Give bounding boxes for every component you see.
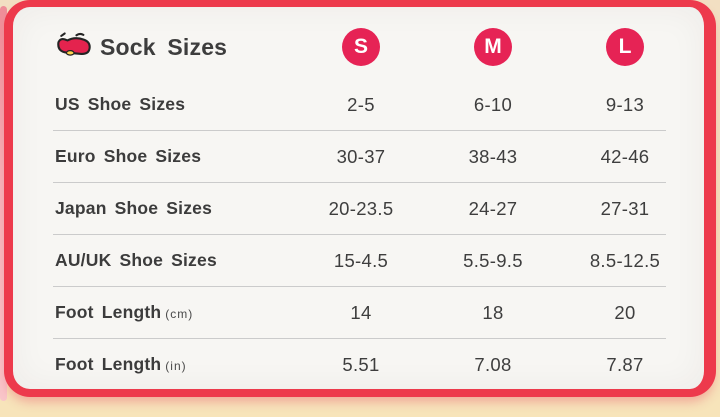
cell-value: 38-43 [468,145,518,167]
row-label: US Shoe Sizes [55,94,186,114]
size-badge-s: S [342,28,380,66]
row-divider [53,234,666,235]
table-header-row: Sock Sizes S M L [13,15,704,79]
size-badge-m: M [474,28,512,66]
cell-value: 24-27 [468,197,518,219]
table-row-euro: Euro Shoe Sizes 30-37 38-43 42-46 [13,131,704,182]
card-title: Sock Sizes [100,33,228,60]
row-label: Euro Shoe Sizes [55,146,202,166]
row-divider [53,286,666,287]
cell-value: 8.5-12.5 [589,249,661,271]
size-column-s: S [295,28,427,66]
row-divider [53,182,666,183]
cell-value: 27-31 [600,197,650,219]
brand-header: Sock Sizes [55,32,295,62]
table-row-foot-in: Foot Length (in) 5.51 7.08 7.87 [13,339,704,390]
cell-value: 20-23.5 [328,197,394,219]
row-divider [53,130,666,131]
cell-value: 20 [614,301,636,323]
size-badge-l: L [606,28,644,66]
unit-label: (cm) [165,307,194,321]
cell-value: 42-46 [600,145,650,167]
row-divider [53,338,666,339]
cell-value: 7.87 [606,353,644,375]
cell-value: 7.08 [474,353,512,375]
cell-value: 6-10 [473,93,513,115]
left-pink-strip [0,6,7,401]
table-row-japan: Japan Shoe Sizes 20-23.5 24-27 27-31 [13,183,704,234]
table-row-us: US Shoe Sizes 2-5 6-10 9-13 [13,79,704,130]
table-row-auuk: AU/UK Shoe Sizes 15-4.5 5.5-9.5 8.5-12.5 [13,235,704,286]
cell-value: 30-37 [336,145,386,167]
cell-value: 5.5-9.5 [463,249,523,271]
table-row-foot-cm: Foot Length (cm) 14 18 20 [13,287,704,338]
cell-value: 15-4.5 [333,249,389,271]
cell-value: 5.51 [342,353,380,375]
row-label: Japan Shoe Sizes [55,198,213,218]
sock-sizes-card: Sock Sizes S M L US Shoe Sizes 2-5 6-10 … [4,0,716,397]
unit-label: (in) [165,359,187,373]
sock-icon [55,32,91,62]
size-column-m: M [427,28,559,66]
cell-value: 2-5 [347,93,375,115]
cell-value: 9-13 [605,93,645,115]
row-label: Foot Length (in) [55,354,187,374]
cell-value: 14 [350,301,372,323]
cell-value: 18 [482,301,504,323]
row-label: Foot Length (cm) [55,302,194,322]
size-column-l: L [559,28,691,66]
row-label: AU/UK Shoe Sizes [55,250,217,270]
